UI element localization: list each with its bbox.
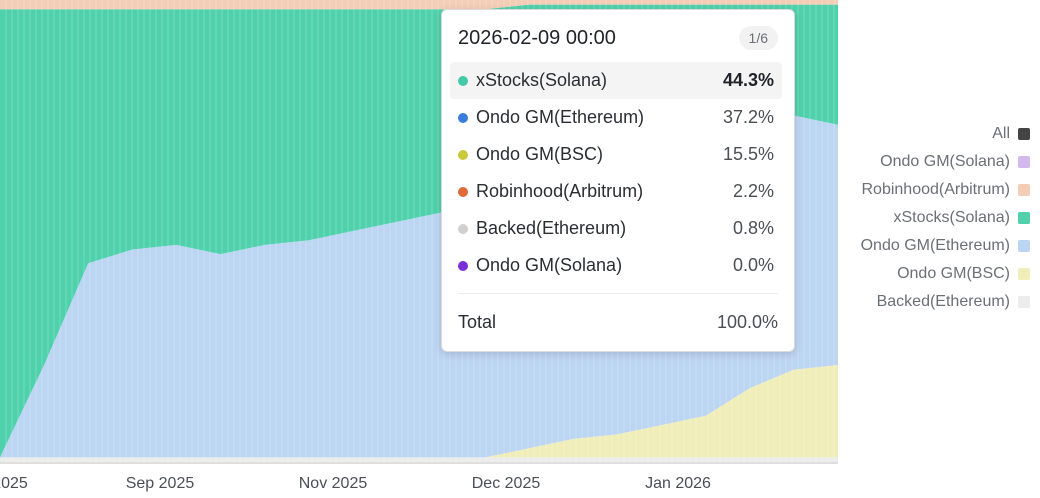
legend-item-ondo-gm-ethereum[interactable]: Ondo GM(Ethereum) — [830, 232, 1030, 260]
legend-label: Ondo GM(Solana) — [880, 153, 1010, 170]
x-tick-label: Jan 2026 — [645, 475, 711, 492]
tooltip-header: 2026-02-09 00:00 1/6 — [458, 26, 778, 50]
series-dot-icon — [458, 149, 468, 160]
legend-label: All — [992, 125, 1010, 142]
tooltip-row-name: xStocks(Solana) — [476, 70, 608, 90]
x-axis: 2025 Sep 2025 Nov 2025 Dec 2025 Jan 2026 — [0, 462, 838, 492]
tooltip-row: xStocks(Solana) 44.3% — [450, 62, 782, 99]
tooltip-row: Ondo GM(BSC) 15.5% — [450, 136, 782, 173]
legend: All Ondo GM(Solana) Robinhood(Arbitrum) … — [830, 120, 1030, 316]
legend-item-xstocks-solana[interactable]: xStocks(Solana) — [830, 204, 1030, 232]
legend-swatch — [1018, 128, 1030, 140]
series-area[interactable] — [0, 0, 838, 10]
tooltip-page-indicator[interactable]: 1/6 — [738, 26, 778, 50]
series-area[interactable] — [0, 457, 838, 462]
legend-item-ondo-gm-bsc[interactable]: Ondo GM(BSC) — [830, 260, 1030, 288]
series-dot-icon — [458, 75, 468, 86]
x-tick-label: Nov 2025 — [299, 475, 368, 492]
series-dot-icon — [458, 260, 468, 271]
legend-item-robinhood-arbitrum[interactable]: Robinhood(Arbitrum) — [830, 176, 1030, 204]
tooltip-row-value: 15.5% — [722, 144, 774, 164]
tooltip-row-value: 0.8% — [732, 218, 774, 238]
tooltip-divider — [458, 293, 778, 294]
tooltip-row-name: Robinhood(Arbitrum) — [476, 181, 644, 201]
tooltip-row: Backed(Ethereum) 0.8% — [450, 210, 782, 247]
x-tick-label: 2025 — [0, 475, 28, 492]
series-dot-icon — [458, 112, 468, 123]
tooltip-row-name: Ondo GM(BSC) — [476, 144, 604, 164]
tooltip-row-name: Ondo GM(Solana) — [476, 255, 623, 275]
legend-item-backed-ethereum[interactable]: Backed(Ethereum) — [830, 288, 1030, 316]
tooltip-row-value: 2.2% — [732, 181, 774, 201]
x-tick-label: Sep 2025 — [126, 475, 195, 492]
legend-swatch — [1018, 184, 1030, 196]
legend-item-ondo-gm-solana[interactable]: Ondo GM(Solana) — [830, 148, 1030, 176]
legend-swatch — [1018, 240, 1030, 252]
legend-label: Ondo GM(Ethereum) — [860, 237, 1010, 254]
series-area[interactable] — [0, 365, 838, 458]
tooltip-rows: xStocks(Solana) 44.3% Ondo GM(Ethereum) … — [450, 62, 782, 284]
tooltip-row-name: Backed(Ethereum) — [476, 218, 627, 238]
tooltip-total-row: Total 100.0% — [458, 312, 778, 333]
tooltip: 2026-02-09 00:00 1/6 xStocks(Solana) 44.… — [441, 9, 795, 352]
legend-label: Backed(Ethereum) — [876, 293, 1010, 310]
series-dot-icon — [458, 223, 468, 234]
legend-item-all[interactable]: All — [830, 120, 1030, 148]
tooltip-total-value: 100.0% — [716, 312, 778, 332]
series-dot-icon — [458, 186, 468, 197]
legend-label: Robinhood(Arbitrum) — [861, 181, 1010, 198]
legend-swatch — [1018, 296, 1030, 308]
legend-label: Ondo GM(BSC) — [897, 265, 1010, 282]
tooltip-row-name: Ondo GM(Ethereum) — [476, 107, 645, 127]
tooltip-row-value: 0.0% — [732, 255, 774, 275]
tooltip-title: 2026-02-09 00:00 — [458, 26, 616, 49]
x-tick-label: Dec 2025 — [472, 475, 541, 492]
tooltip-row-value: 44.3% — [722, 70, 774, 90]
legend-swatch — [1018, 212, 1030, 224]
tooltip-row: Robinhood(Arbitrum) 2.2% — [450, 173, 782, 210]
tooltip-row: Ondo GM(Ethereum) 37.2% — [450, 99, 782, 136]
legend-swatch — [1018, 156, 1030, 168]
tooltip-row: Ondo GM(Solana) 0.0% — [450, 247, 782, 284]
legend-swatch — [1018, 268, 1030, 280]
tooltip-total-label: Total — [458, 312, 497, 332]
legend-label: xStocks(Solana) — [893, 209, 1011, 226]
tooltip-row-value: 37.2% — [722, 107, 774, 127]
